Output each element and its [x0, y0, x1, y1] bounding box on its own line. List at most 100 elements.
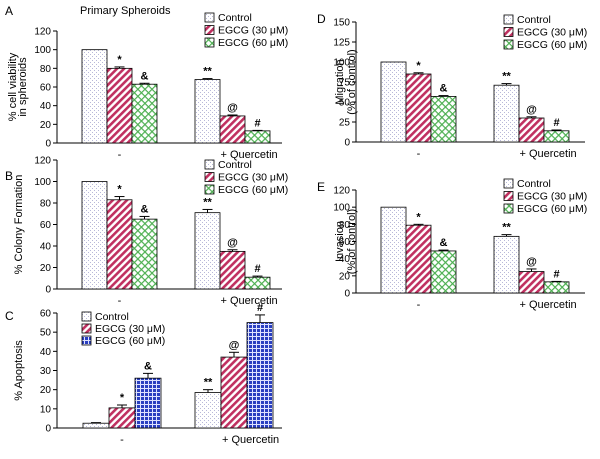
x-tick-label: - [417, 148, 421, 160]
y-tick-label: 40 [40, 242, 52, 253]
bar [81, 49, 108, 144]
significance-label: ** [203, 196, 212, 208]
bar [380, 61, 407, 143]
significance-label: & [144, 360, 152, 372]
bar [219, 115, 246, 144]
x-tick-label: - [118, 295, 122, 307]
bar [194, 392, 222, 429]
significance-label: # [553, 117, 559, 129]
legend-swatch [503, 27, 514, 37]
bar [106, 199, 133, 290]
y-tick-label: 20 [339, 271, 351, 282]
significance-label: & [141, 203, 149, 215]
significance-label: * [416, 211, 421, 223]
y-tick-label: 75 [339, 78, 351, 89]
y-tick-label: 80 [339, 220, 351, 231]
legend-swatch [204, 37, 215, 48]
legend-label: Control [517, 14, 551, 26]
significance-label: * [120, 392, 125, 404]
significance-label: # [254, 263, 260, 275]
bar [194, 79, 221, 144]
bar [246, 322, 274, 429]
legend-swatch [81, 311, 92, 322]
legend-label: EGCG (60 μM) [218, 37, 288, 49]
bar [518, 271, 545, 294]
legend-swatch [503, 178, 514, 189]
panel-label: A [5, 4, 13, 18]
legend-swatch [503, 191, 514, 201]
legend-label: Control [95, 311, 129, 323]
significance-label: @ [227, 102, 238, 114]
y-axis-label: Migration [334, 59, 346, 104]
legend-swatch [204, 25, 215, 35]
y-tick-label: 25 [339, 118, 351, 129]
bar [405, 73, 432, 143]
y-axis-label: Invasion [334, 221, 346, 262]
bar [430, 250, 457, 294]
significance-label: ** [203, 66, 212, 78]
bar [430, 96, 457, 143]
legend-label: Control [517, 178, 551, 190]
y-tick-label: 0 [344, 289, 350, 300]
legend-swatch [204, 12, 215, 23]
y-tick-label: 100 [34, 45, 51, 56]
bar [81, 181, 108, 290]
y-tick-label: 125 [333, 38, 350, 49]
chart-panel-b: B% Colony Formation 0 20 40 60 80 100 120 * & - ** @… [5, 156, 288, 308]
y-tick-label: 150 [333, 18, 350, 29]
bar [134, 377, 162, 429]
legend-label: EGCG (30 μM) [95, 323, 165, 335]
significance-label: @ [227, 237, 238, 249]
significance-label: * [117, 184, 122, 196]
y-tick-label: 100 [34, 177, 51, 188]
bar [219, 250, 246, 290]
y-tick-label: 40 [40, 101, 52, 112]
legend-label: EGCG (60 μM) [95, 335, 165, 347]
x-tick-label: + Quercetin [221, 149, 278, 161]
panel-label: B [5, 169, 13, 183]
y-axis-label: in spheroids [17, 57, 29, 117]
significance-label: # [254, 117, 260, 129]
x-tick-label: + Quercetin [221, 295, 278, 307]
panel-label: E [317, 180, 325, 194]
bar [244, 276, 271, 290]
legend-swatch [81, 323, 92, 334]
legend-swatch [503, 14, 514, 25]
significance-label: * [117, 54, 122, 66]
y-tick-label: 0 [45, 285, 51, 296]
significance-label: # [553, 268, 559, 280]
x-tick-label: + Quercetin [520, 299, 577, 311]
bar [131, 218, 158, 290]
significance-label: ** [502, 71, 511, 83]
x-tick-label: + Quercetin [520, 148, 577, 160]
significance-label: & [440, 83, 448, 95]
y-tick-label: 30 [40, 366, 52, 377]
legend-label: Control [218, 159, 252, 171]
significance-label: & [440, 237, 448, 249]
legend-label: EGCG (60 μM) [218, 184, 288, 196]
legend-label: EGCG (30 μM) [218, 172, 288, 184]
y-tick-label: 60 [339, 237, 351, 248]
legend-swatch [503, 39, 514, 50]
y-tick-label: 50 [339, 98, 351, 109]
x-tick-label: - [417, 299, 421, 311]
panel-label: D [317, 12, 326, 26]
significance-label: @ [229, 339, 240, 351]
bar [194, 212, 221, 290]
significance-label: & [141, 70, 149, 82]
legend-label: EGCG (60 μM) [517, 203, 587, 215]
legend-swatch [81, 335, 92, 346]
y-tick-label: 0 [45, 424, 51, 435]
y-tick-label: 40 [40, 347, 52, 358]
y-tick-label: 60 [40, 220, 52, 231]
y-tick-label: 20 [40, 385, 52, 396]
bar [131, 83, 158, 144]
